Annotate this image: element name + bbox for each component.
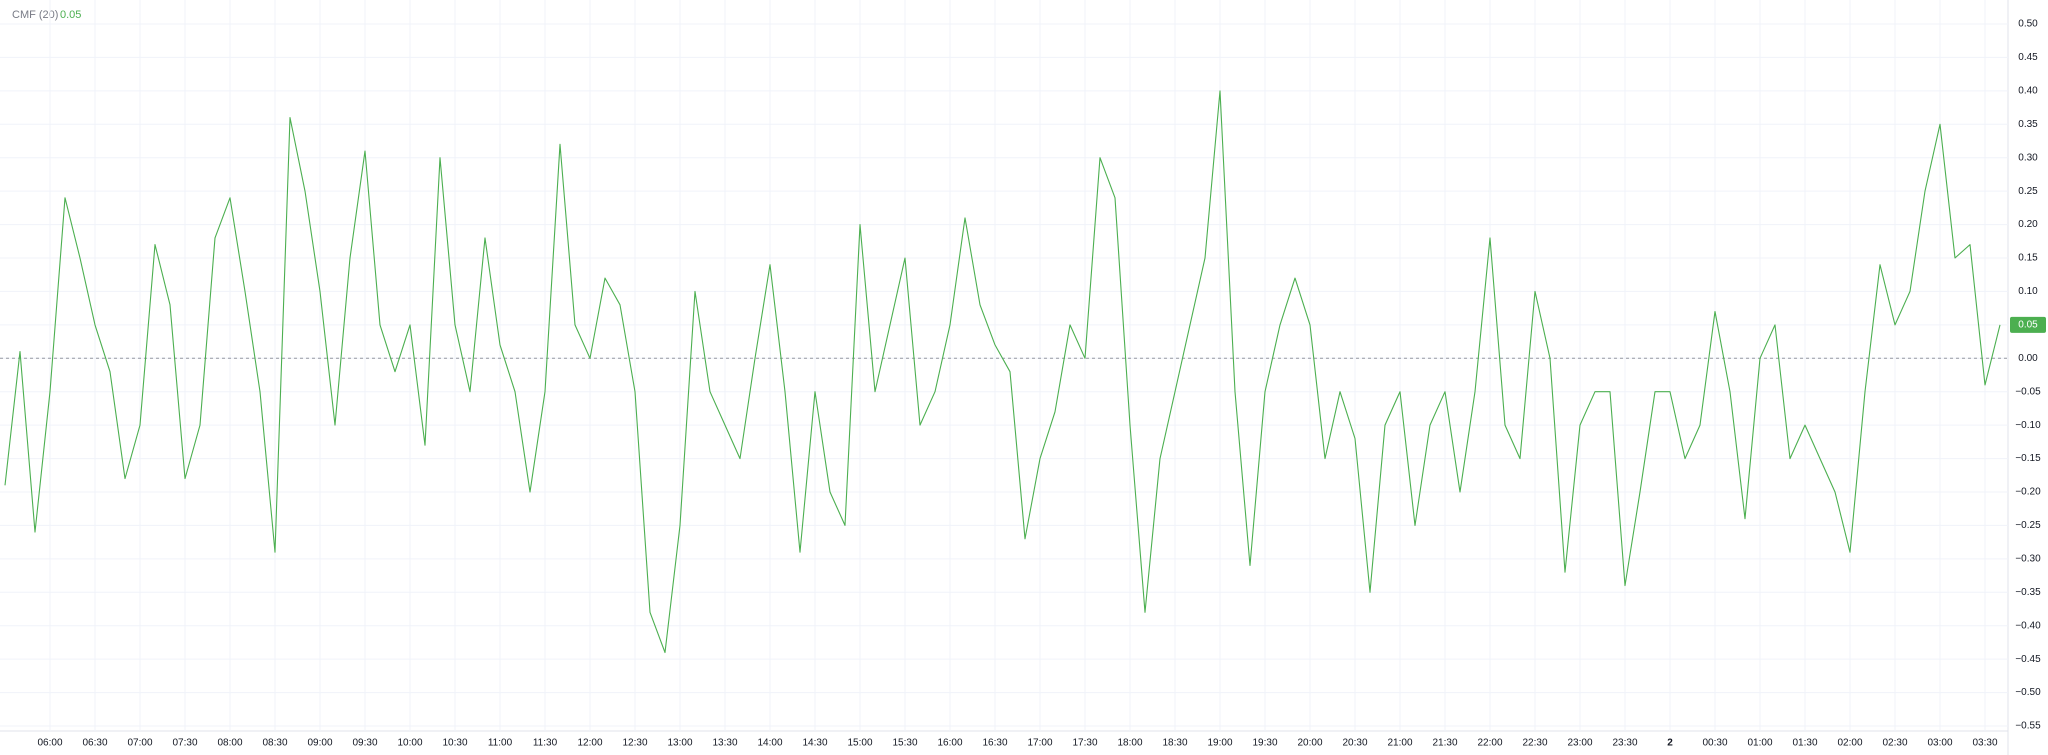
x-tick-label: 07:00 [127, 738, 152, 749]
y-tick-label: −0.35 [2015, 587, 2041, 598]
x-tick-label: 00:30 [1702, 738, 1727, 749]
y-tick-label: 0.30 [2018, 152, 2038, 163]
x-tick-label: 02:30 [1882, 738, 1907, 749]
x-tick-label: 03:00 [1927, 738, 1952, 749]
y-tick-label: 0.20 [2018, 219, 2038, 230]
x-tick-label: 21:30 [1432, 738, 1457, 749]
x-tick-label: 10:00 [397, 738, 422, 749]
x-tick-label: 21:00 [1387, 738, 1412, 749]
indicator-title: CMF (20) [12, 9, 58, 21]
x-tick-label: 11:30 [533, 738, 558, 749]
x-tick-label: 2 [1667, 738, 1673, 749]
y-tick-label: −0.20 [2015, 487, 2041, 498]
x-tick-label: 01:30 [1792, 738, 1817, 749]
x-tick-label: 06:00 [37, 738, 62, 749]
x-tick-label: 06:30 [82, 738, 107, 749]
x-tick-label: 20:00 [1297, 738, 1322, 749]
x-tick-label: 15:00 [847, 738, 872, 749]
y-tick-label: −0.50 [2015, 687, 2041, 698]
x-tick-label: 07:30 [172, 738, 197, 749]
y-tick-label: −0.25 [2015, 520, 2041, 531]
x-tick-label: 01:00 [1747, 738, 1772, 749]
y-tick-label: 0.35 [2018, 119, 2038, 130]
x-tick-label: 22:30 [1522, 738, 1547, 749]
x-tick-label: 13:30 [712, 738, 737, 749]
x-tick-label: 15:30 [892, 738, 917, 749]
x-tick-label: 12:00 [577, 738, 602, 749]
x-tick-label: 14:30 [802, 738, 827, 749]
x-tick-label: 16:30 [982, 738, 1007, 749]
x-tick-label: 16:00 [937, 738, 962, 749]
y-tick-label: −0.30 [2015, 553, 2041, 564]
last-value-label: 0.05 [2018, 319, 2038, 330]
cmf-line [4, 90, 2001, 654]
x-tick-label: 18:00 [1117, 738, 1142, 749]
y-tick-label: −0.40 [2015, 620, 2041, 631]
x-tick-label: 14:00 [757, 738, 782, 749]
x-tick-label: 23:00 [1567, 738, 1592, 749]
x-tick-label: 19:00 [1207, 738, 1232, 749]
indicator-value: 0.05 [60, 9, 81, 21]
y-tick-label: 0.50 [2018, 19, 2038, 30]
y-tick-label: −0.45 [2015, 654, 2041, 665]
y-tick-label: 0.00 [2018, 353, 2038, 364]
x-tick-label: 09:00 [307, 738, 332, 749]
x-tick-label: 08:00 [217, 738, 242, 749]
y-tick-label: −0.15 [2015, 453, 2041, 464]
y-tick-label: −0.05 [2015, 386, 2041, 397]
y-tick-label: 0.15 [2018, 253, 2038, 264]
x-tick-label: 03:30 [1972, 738, 1997, 749]
y-tick-label: 0.45 [2018, 52, 2038, 63]
x-tick-label: 17:30 [1072, 738, 1097, 749]
x-tick-label: 09:30 [352, 738, 377, 749]
y-tick-label: −0.10 [2015, 420, 2041, 431]
x-tick-label: 23:30 [1612, 738, 1637, 749]
x-tick-label: 13:00 [667, 738, 692, 749]
x-tick-label: 10:30 [442, 738, 467, 749]
x-tick-label: 20:30 [1342, 738, 1367, 749]
y-tick-label: 0.25 [2018, 186, 2038, 197]
x-tick-label: 19:30 [1252, 738, 1277, 749]
x-tick-label: 17:00 [1027, 738, 1052, 749]
x-tick-label: 02:00 [1837, 738, 1862, 749]
y-tick-label: 0.40 [2018, 85, 2038, 96]
x-tick-label: 22:00 [1477, 738, 1502, 749]
y-tick-label: −0.55 [2015, 721, 2041, 732]
x-tick-label: 18:30 [1162, 738, 1187, 749]
x-tick-label: 08:30 [262, 738, 287, 749]
x-tick-label: 12:30 [622, 738, 647, 749]
y-tick-label: 0.10 [2018, 286, 2038, 297]
x-tick-label: 11:00 [488, 738, 513, 749]
last-value-badge [2010, 316, 2046, 333]
